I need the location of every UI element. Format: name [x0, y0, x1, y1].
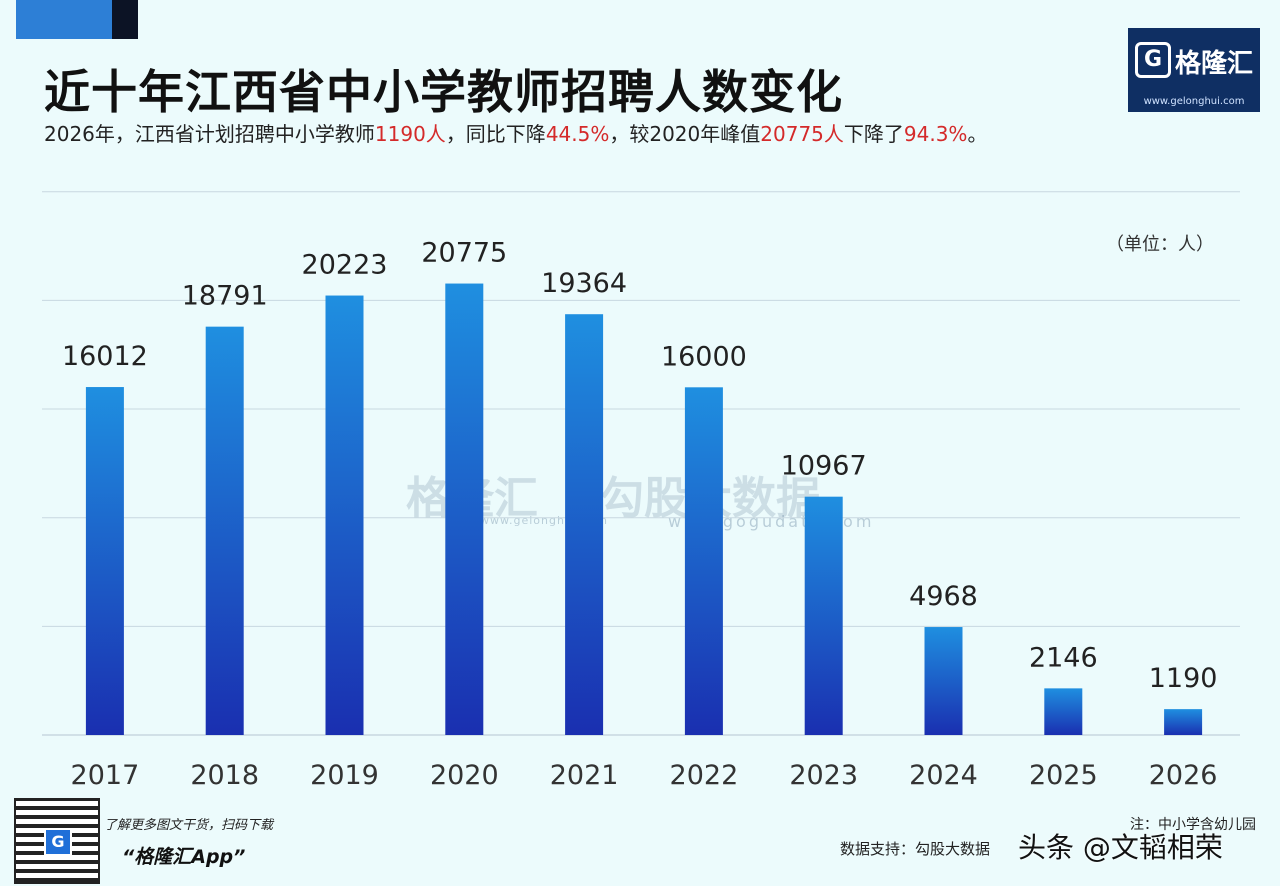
data-label-2018: 18791 — [182, 281, 268, 312]
footnote: 注：中小学含幼儿园 — [1130, 817, 1256, 833]
x-tick-2017: 2017 — [71, 760, 140, 791]
x-tick-2019: 2019 — [310, 760, 379, 791]
qr-code[interactable]: G — [14, 798, 100, 884]
bar-2019 — [325, 295, 364, 735]
x-tick-2018: 2018 — [190, 760, 259, 791]
data-label-2020: 20775 — [421, 238, 507, 269]
bar-2025 — [1044, 688, 1083, 735]
bar-2020 — [445, 283, 484, 735]
qr-logo-icon: G — [44, 828, 72, 856]
bar-2023 — [804, 496, 843, 735]
chart-subtitle: 2026年，江西省计划招聘中小学教师1190人，同比下降44.5%，较2020年… — [44, 122, 988, 146]
unit-label: （单位：人） — [1106, 234, 1214, 255]
x-tick-2024: 2024 — [909, 760, 978, 791]
data-label-2025: 2146 — [1029, 642, 1098, 673]
gelonghui-logo: G 格隆汇 www.gelonghui.com — [1128, 28, 1260, 112]
bar-2017 — [85, 387, 124, 735]
corner-accent-dark — [112, 0, 138, 39]
bar-2018 — [205, 326, 244, 735]
data-label-2021: 19364 — [541, 268, 627, 299]
bar-2026 — [1164, 709, 1203, 735]
download-hint: 了解更多图文干货，扫码下载 — [104, 818, 274, 833]
data-label-2026: 1190 — [1149, 663, 1218, 694]
x-tick-2025: 2025 — [1029, 760, 1098, 791]
bar-2022 — [684, 387, 723, 735]
data-label-2024: 4968 — [909, 581, 978, 612]
logo-mark: G — [1134, 42, 1171, 78]
data-label-2019: 20223 — [302, 250, 388, 281]
chart-title: 近十年江西省中小学教师招聘人数变化 — [44, 65, 843, 119]
app-name: “格隆汇App” — [122, 846, 246, 868]
bar-2021 — [565, 314, 604, 735]
data-label-2022: 16000 — [661, 341, 747, 372]
x-tick-2020: 2020 — [430, 760, 499, 791]
bar-2024 — [924, 627, 963, 735]
logo-name: 格隆汇 — [1174, 49, 1253, 79]
x-tick-2022: 2022 — [670, 760, 739, 791]
toutiao-watermark: 头条 @文韬相荣 — [1018, 831, 1223, 864]
x-tick-2021: 2021 — [550, 760, 619, 791]
logo-url: www.gelonghui.com — [1143, 96, 1245, 107]
data-label-2017: 16012 — [62, 341, 148, 372]
corner-accent-blue — [16, 0, 112, 39]
x-tick-2026: 2026 — [1149, 760, 1218, 791]
x-tick-2023: 2023 — [789, 760, 858, 791]
data-source: 数据支持：勾股大数据 — [840, 840, 991, 858]
data-label-2023: 10967 — [781, 451, 867, 482]
